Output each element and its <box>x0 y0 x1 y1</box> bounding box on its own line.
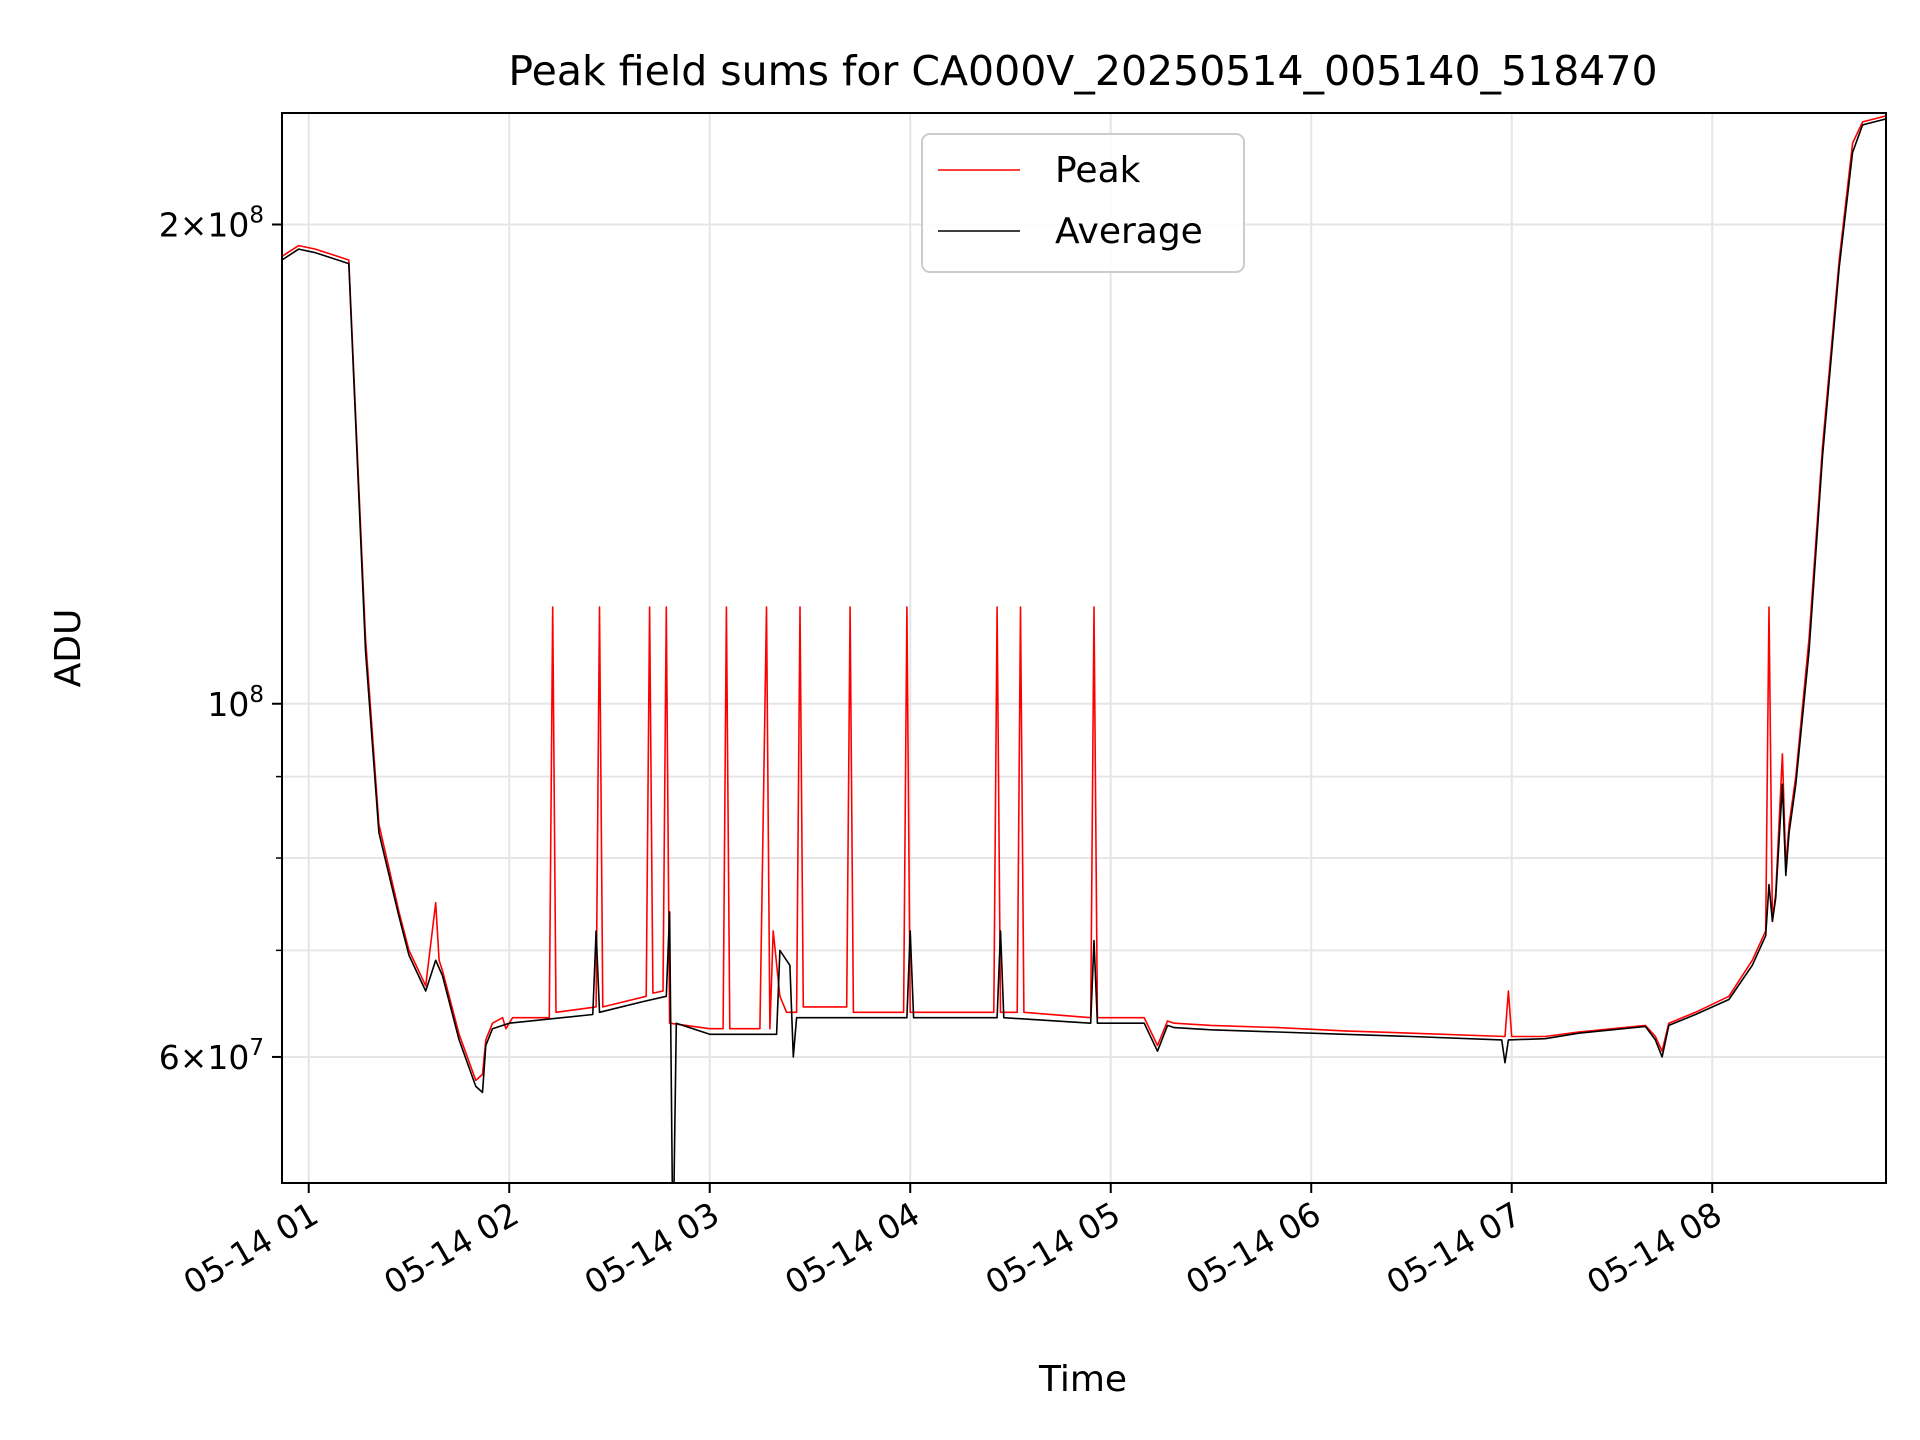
y-tick-label: 108 <box>207 682 264 724</box>
y-tick-label: 2×108 <box>159 203 264 245</box>
series-lines <box>282 115 1886 1183</box>
legend-box <box>921 133 1245 273</box>
series-line-peak <box>282 115 1886 1082</box>
legend-label-average: Average <box>1055 211 1203 252</box>
series-line-average <box>282 118 1886 1183</box>
legend-label-peak: Peak <box>1055 150 1141 191</box>
legend: Peak Average <box>921 133 1245 273</box>
y-axis-ticks: 2×108 108 6×107 <box>159 203 282 1077</box>
x-axis-label: Time <box>1038 1359 1127 1400</box>
y-tick-label: 6×107 <box>159 1035 264 1077</box>
chart-title: Peak field sums for CA000V_20250514_0051… <box>508 47 1657 95</box>
plot-frame <box>281 112 1887 1184</box>
y-axis-label: ADU <box>48 609 89 688</box>
